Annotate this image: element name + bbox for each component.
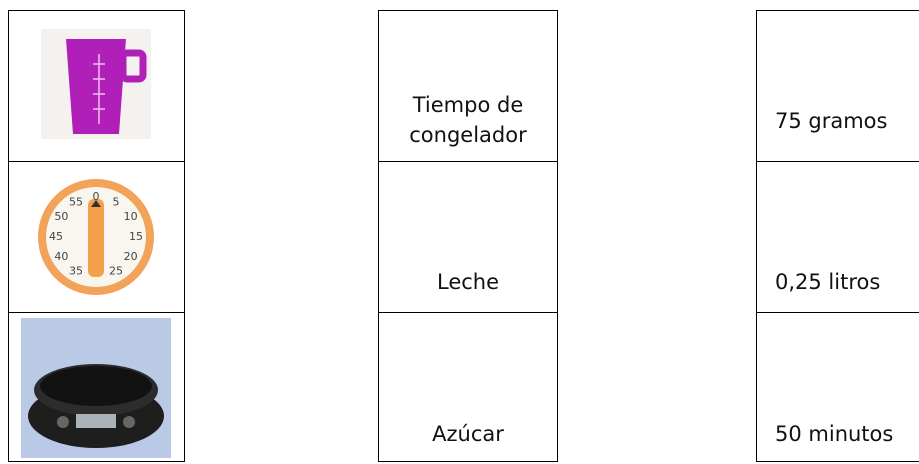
amount-cell: 75 gramos	[757, 11, 919, 162]
amount-label: 0,25 litros	[775, 270, 881, 294]
item-label: Tiempo de congelador	[409, 93, 527, 147]
dial-label: 45	[49, 230, 63, 243]
image-cell	[9, 313, 184, 464]
dial-label: 5	[113, 195, 120, 208]
item-cell: Azúcar	[379, 313, 557, 464]
amount-label: 50 minutos	[775, 422, 894, 446]
dial-label: 0	[93, 190, 100, 203]
amount-label: 75 gramos	[775, 109, 888, 133]
dial-label: 15	[129, 230, 143, 243]
amount-cell: 0,25 litros	[757, 162, 919, 313]
kitchen-scale-image	[21, 318, 171, 458]
item-cell: Leche	[379, 162, 557, 313]
amount-cell: 50 minutos	[757, 313, 919, 464]
dial-label: 40	[54, 250, 68, 263]
dial-label: 35	[69, 265, 83, 278]
image-column: 55 0 5 10 15 20 25 35 40 45 50	[8, 10, 185, 462]
dial-label: 10	[124, 210, 138, 223]
measuring-cup-image	[41, 29, 151, 139]
amount-column: 75 gramos 0,25 litros 50 minutos	[756, 10, 919, 462]
dial-label: 55	[69, 195, 83, 208]
image-cell	[9, 11, 184, 162]
item-label: Azúcar	[432, 422, 504, 446]
item-cell: Tiempo de congelador	[379, 11, 557, 162]
dial-label: 20	[124, 250, 138, 263]
dial-label: 50	[54, 210, 68, 223]
item-column: Tiempo de congelador Leche Azúcar	[378, 10, 558, 462]
item-label: Leche	[436, 270, 500, 294]
dial-label: 25	[109, 265, 123, 278]
image-cell: 55 0 5 10 15 20 25 35 40 45 50	[9, 162, 184, 313]
